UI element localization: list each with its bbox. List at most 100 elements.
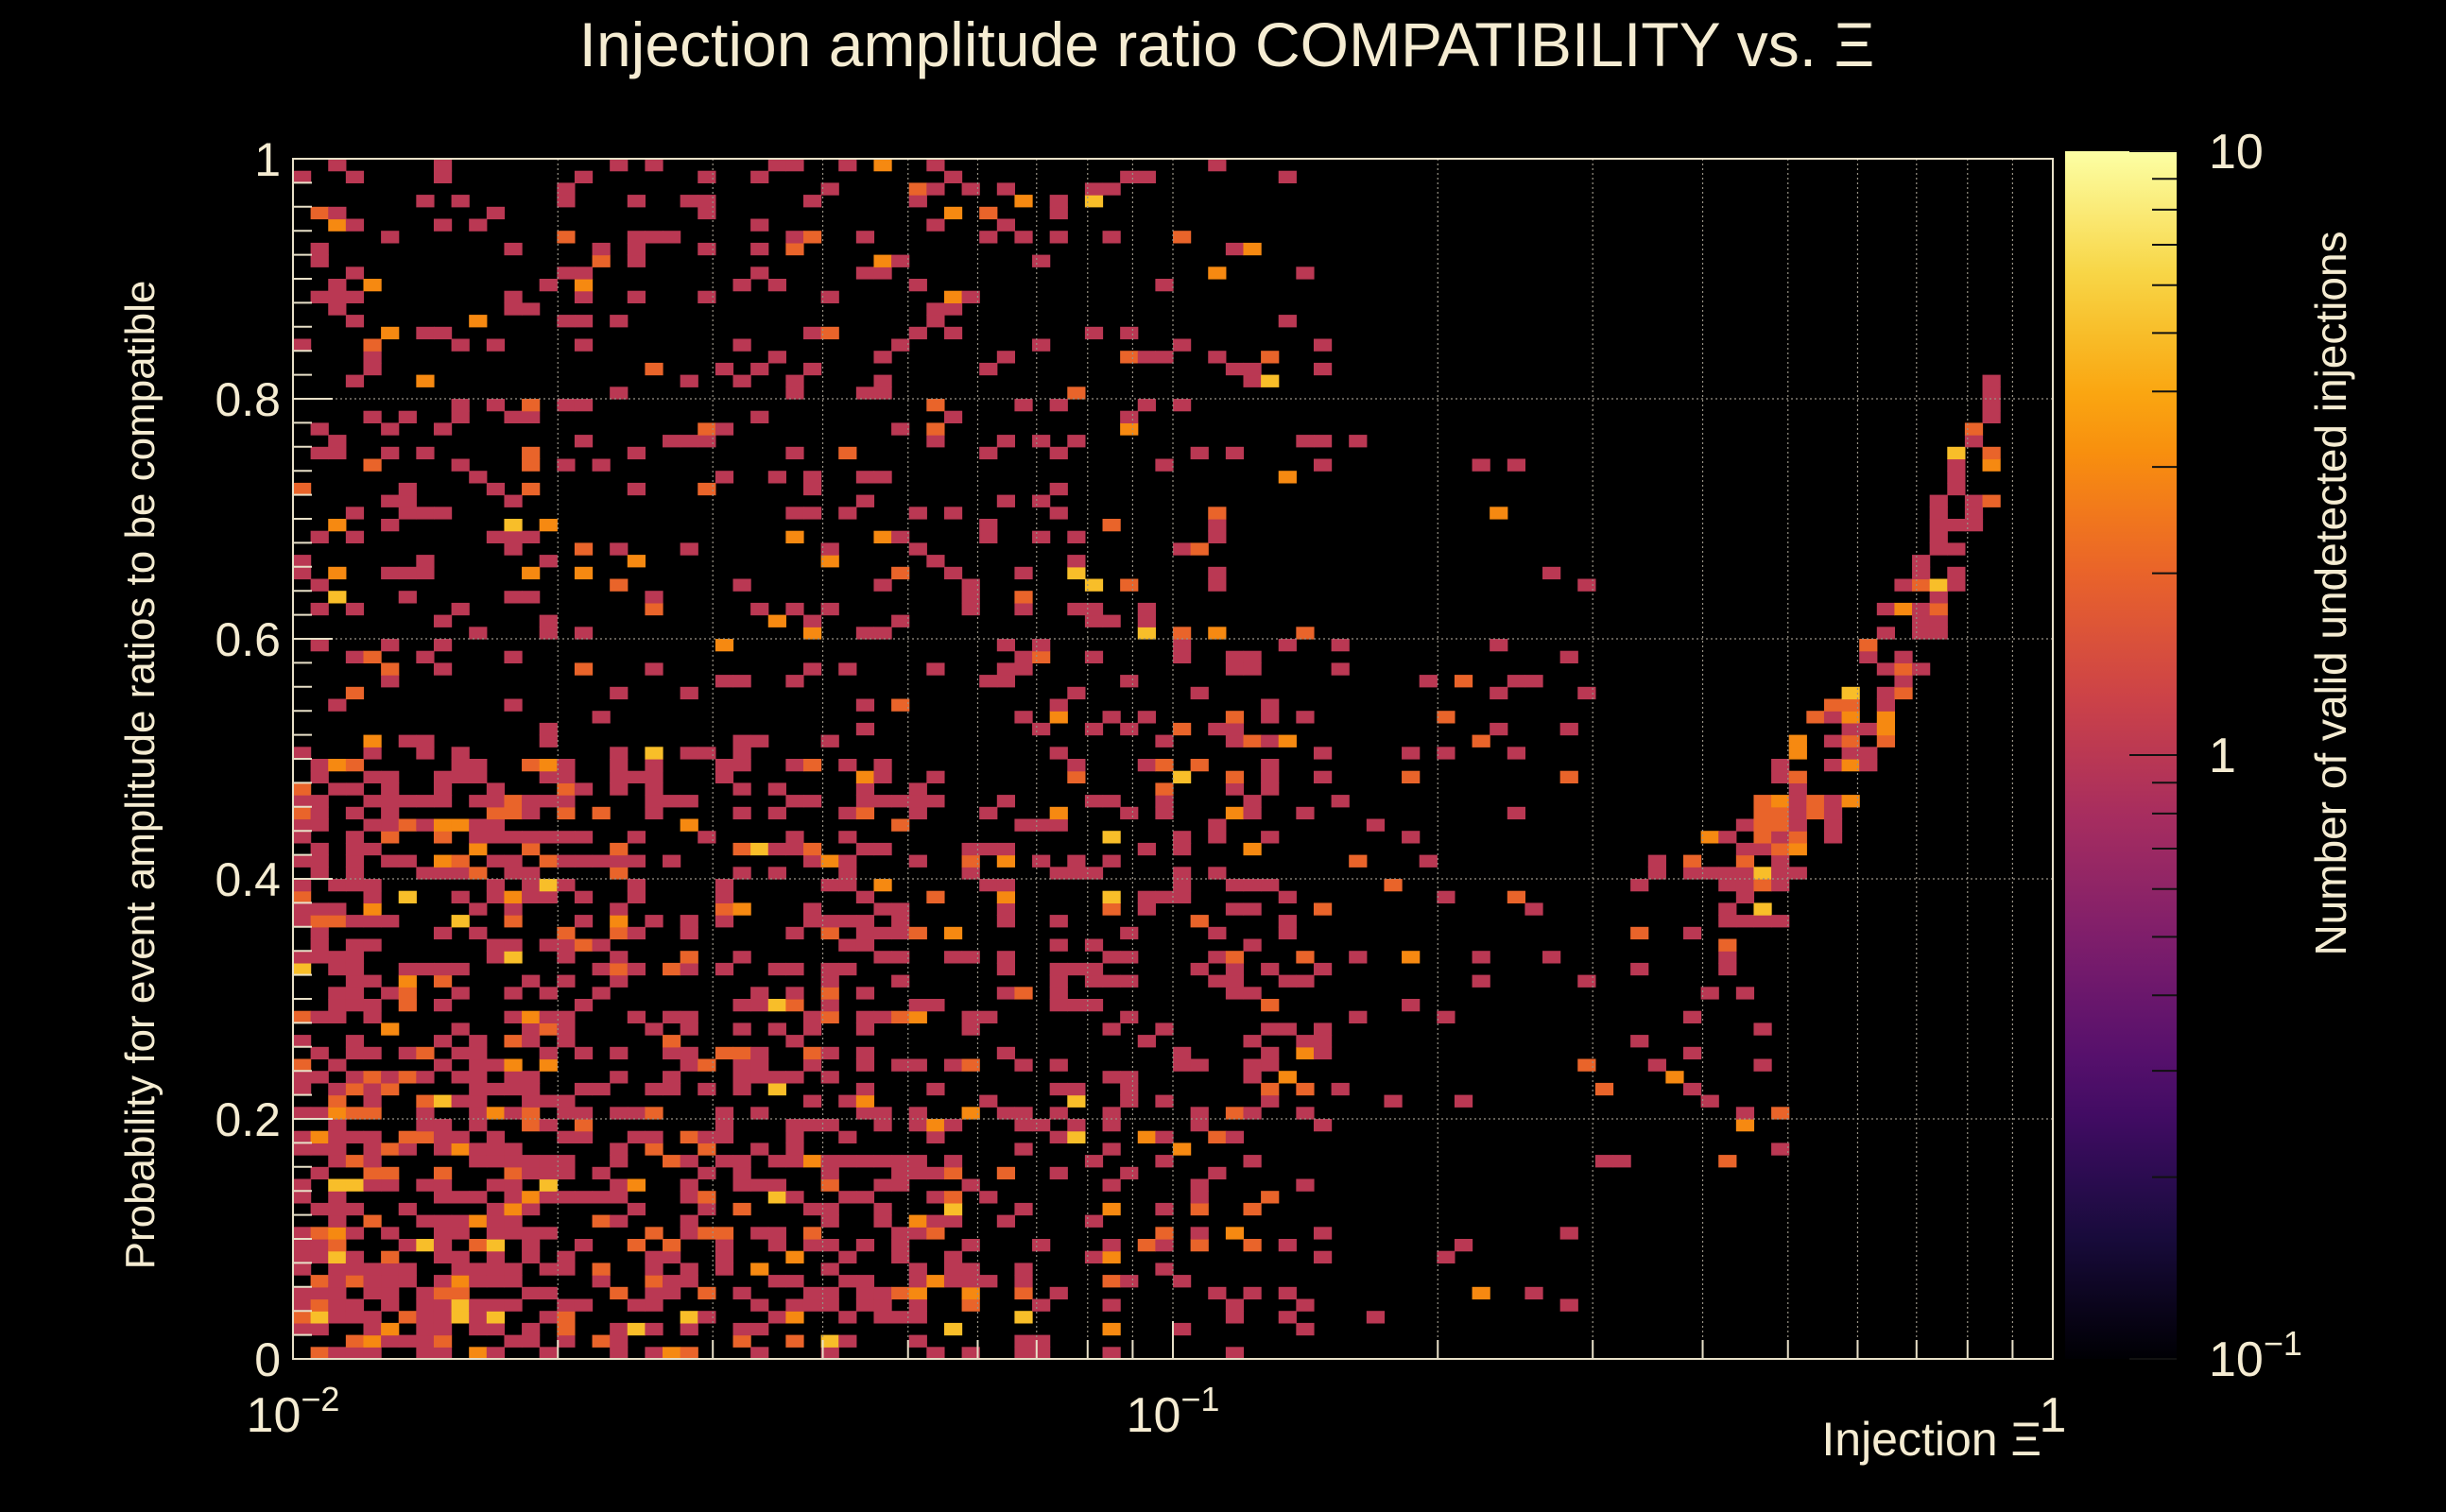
heatmap-cell	[1771, 759, 1790, 772]
heatmap-cell	[996, 902, 1016, 916]
heatmap-cell	[310, 1010, 329, 1023]
heatmap-cell	[433, 1130, 453, 1143]
heatmap-cell	[750, 1263, 769, 1276]
heatmap-cell	[1261, 759, 1280, 772]
heatmap-cell	[996, 890, 1016, 903]
heatmap-cell	[1084, 578, 1104, 592]
heatmap-cell	[1208, 351, 1227, 364]
heatmap-cell	[1014, 231, 1033, 244]
heatmap-cell	[381, 1334, 400, 1348]
heatmap-cell	[627, 1298, 646, 1312]
heatmap-cell	[961, 951, 980, 964]
heatmap-cell	[802, 1119, 822, 1132]
heatmap-cell	[698, 1143, 716, 1156]
heatmap-cell	[610, 915, 629, 928]
heatmap-cell	[820, 326, 839, 340]
heatmap-cell	[645, 1227, 663, 1240]
heatmap-cell	[1964, 422, 1984, 436]
heatmap-cell	[1208, 926, 1227, 940]
heatmap-cell	[680, 374, 698, 387]
heatmap-cell	[433, 1094, 453, 1108]
heatmap-cell	[328, 1298, 347, 1312]
heatmap-cell	[345, 879, 365, 892]
heatmap-cell	[416, 1046, 435, 1060]
x-tick-label: 1	[2040, 1388, 2067, 1443]
heatmap-cell	[1155, 1263, 1174, 1276]
heatmap-cell	[908, 1107, 927, 1120]
heatmap-cell	[451, 770, 470, 783]
heatmap-cell	[416, 962, 435, 976]
heatmap-cell	[785, 1275, 804, 1288]
heatmap-cell	[469, 902, 488, 916]
heatmap-cell	[1788, 770, 1807, 783]
heatmap-cell	[433, 831, 453, 844]
heatmap-cell	[732, 338, 751, 352]
heatmap-cell	[750, 1046, 769, 1060]
heatmap-cell	[1243, 1035, 1262, 1048]
heatmap-cell	[398, 890, 417, 903]
heatmap-cell	[504, 1214, 523, 1228]
heatmap-cell	[1841, 759, 1860, 772]
heatmap-cell	[1049, 1082, 1068, 1096]
heatmap-cell	[433, 1227, 453, 1240]
heatmap-cell	[1735, 842, 1755, 856]
heatmap-cell	[1859, 639, 1878, 652]
heatmap-cell	[1296, 1298, 1315, 1312]
heatmap-cell	[328, 1275, 347, 1288]
heatmap-cell	[363, 1094, 382, 1108]
heatmap-cell	[1912, 566, 1931, 580]
heatmap-cell	[1507, 806, 1525, 820]
heatmap-cell	[627, 1322, 646, 1336]
heatmap-cell	[1982, 387, 2001, 400]
heatmap-cell	[1278, 890, 1297, 903]
heatmap-cell	[433, 974, 453, 988]
heatmap-cell	[627, 482, 646, 496]
heatmap-cell	[1788, 867, 1807, 880]
heatmap-cell	[433, 1166, 453, 1180]
heatmap-cell	[1788, 842, 1807, 856]
heatmap-cell	[557, 795, 576, 808]
heatmap-cell	[610, 867, 629, 880]
heatmap-cell	[908, 1275, 927, 1288]
heatmap-cell	[680, 195, 698, 208]
heatmap-cell	[1173, 1143, 1192, 1156]
heatmap-cell	[416, 326, 435, 340]
heatmap-cell	[1876, 711, 1896, 724]
heatmap-cell	[1296, 711, 1315, 724]
heatmap-cell	[574, 279, 594, 292]
heatmap-cell	[345, 974, 365, 988]
heatmap-cell	[855, 987, 875, 1000]
heatmap-cell	[451, 759, 470, 772]
heatmap-cell	[557, 266, 576, 280]
heatmap-cell	[1067, 962, 1086, 976]
heatmap-cell	[1014, 1143, 1033, 1156]
heatmap-cell	[433, 170, 453, 183]
heatmap-cell	[785, 987, 804, 1000]
heatmap-cell	[522, 806, 541, 820]
heatmap-cell	[1665, 1071, 1684, 1084]
heatmap-cell	[873, 471, 892, 484]
heatmap-cell	[908, 182, 927, 196]
heatmap-cell	[855, 722, 875, 736]
heatmap-cell	[486, 879, 506, 892]
heatmap-cell	[610, 782, 629, 796]
heatmap-cell	[891, 1178, 910, 1192]
heatmap-cell	[345, 1155, 365, 1168]
heatmap-cell	[750, 170, 769, 183]
heatmap-cell	[1261, 770, 1280, 783]
heatmap-cell	[1084, 326, 1104, 340]
heatmap-cell	[504, 242, 523, 256]
heatmap-cell	[855, 938, 875, 952]
heatmap-cell	[451, 1022, 470, 1036]
heatmap-cell	[873, 627, 892, 640]
y-axis-label: Probability for event amplitude ratios t…	[117, 281, 164, 1270]
heatmap-cell	[522, 1035, 541, 1048]
heatmap-cell	[750, 1227, 769, 1240]
heatmap-cell	[732, 999, 751, 1012]
heatmap-cell	[785, 842, 804, 856]
heatmap-cell	[1806, 711, 1825, 724]
heatmap-cell	[433, 614, 453, 627]
heatmap-cell	[345, 686, 365, 700]
heatmap-cell	[785, 242, 804, 256]
heatmap-cell	[486, 1311, 506, 1324]
